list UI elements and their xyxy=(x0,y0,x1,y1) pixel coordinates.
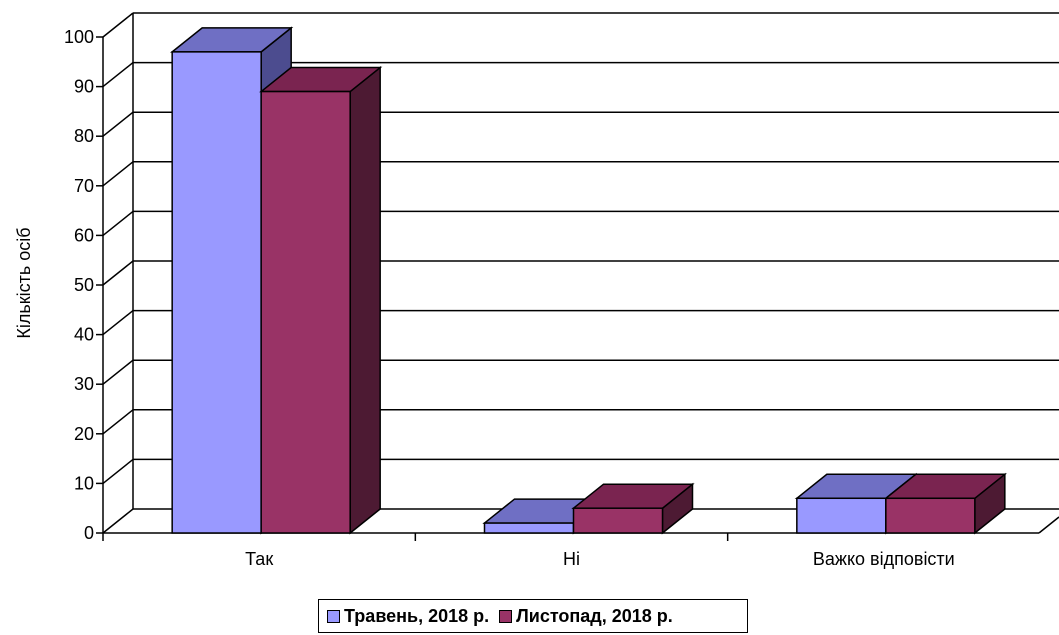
y-tick-label: 20 xyxy=(74,424,94,444)
legend-label-series-1: Травень, 2018 р. xyxy=(344,605,490,626)
x-category-label: Ні xyxy=(563,549,580,569)
bar-front-face xyxy=(796,497,887,534)
y-tick-label: 100 xyxy=(64,27,94,47)
bar-front-face xyxy=(885,497,976,534)
bar-2-3 xyxy=(883,472,1007,535)
legend-swatch-series-1 xyxy=(327,609,340,623)
y-tick-label: 70 xyxy=(74,176,94,196)
wall-diagonal xyxy=(102,310,134,336)
wall-diagonal xyxy=(102,62,134,88)
bar-front-face xyxy=(572,507,664,534)
legend-swatch-series-2 xyxy=(499,609,513,623)
wall-diagonal xyxy=(102,260,134,286)
x-category-label: Важко відповісти xyxy=(813,549,955,569)
y-tick-label: 10 xyxy=(74,473,94,493)
y-axis-title: Кількість осіб xyxy=(14,227,34,338)
bar-2-1 xyxy=(259,65,383,535)
legend-item-series-1: Травень, 2018 р. xyxy=(327,606,489,627)
wall-diagonal xyxy=(102,161,134,187)
floor-right-edge xyxy=(1038,516,1059,534)
y-tick-label: 90 xyxy=(74,77,94,97)
y-tick-label: 40 xyxy=(74,325,94,345)
bar-front-face xyxy=(483,522,575,534)
wall-diagonal xyxy=(102,12,134,38)
wall-diagonal xyxy=(102,111,134,137)
wall-diagonal xyxy=(102,508,134,534)
bar-2-2 xyxy=(571,482,695,535)
y-tick-label: 60 xyxy=(74,225,94,245)
y-axis-ticks: 0 10 20 30 40 50 60 70 80 90 100 xyxy=(64,27,103,543)
bar-chart: 0 10 20 30 40 50 60 70 80 90 100 Так Ні Важко відпов… xyxy=(14,12,1059,569)
wall-diagonal xyxy=(102,458,134,484)
y-tick-label: 30 xyxy=(74,374,94,394)
legend: Травень, 2018 р. Листопад, 2018 р. xyxy=(318,599,748,633)
bar-front-face xyxy=(260,90,351,534)
y-tick-label: 50 xyxy=(74,275,94,295)
wall-diagonal xyxy=(102,210,134,236)
bar-front-face xyxy=(171,51,262,534)
x-category-label: Так xyxy=(245,549,273,569)
category-labels: Так Ні Важко відповісти xyxy=(245,549,955,569)
wall-diagonal xyxy=(102,359,134,385)
legend-label-series-2: Листопад, 2018 р. xyxy=(516,605,673,626)
legend-item-series-2: Листопад, 2018 р. xyxy=(499,606,673,627)
y-tick-label: 80 xyxy=(74,126,94,146)
y-tick-label: 0 xyxy=(84,523,94,543)
bar-side-face xyxy=(349,65,381,535)
bars xyxy=(170,26,1007,535)
wall-diagonal xyxy=(102,409,134,435)
